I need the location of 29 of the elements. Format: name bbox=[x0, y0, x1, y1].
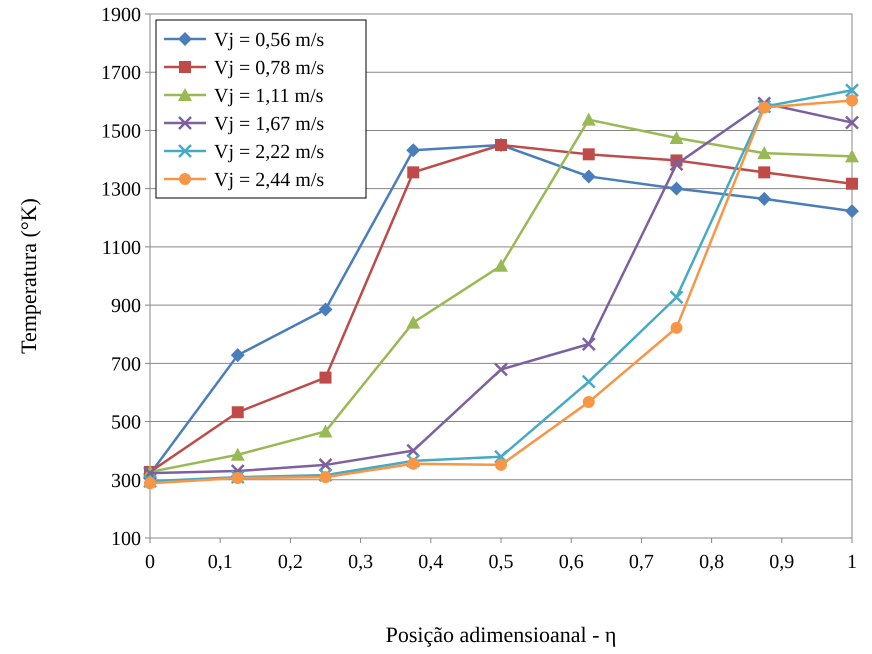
y-tick-label: 1900 bbox=[101, 4, 141, 26]
y-tick-label: 300 bbox=[111, 470, 141, 492]
legend-label: Vj = 0,78 m/s bbox=[214, 57, 324, 79]
y-tick-label: 700 bbox=[111, 353, 141, 376]
y-tick-label: 1700 bbox=[101, 62, 141, 84]
y-tick-label: 500 bbox=[111, 412, 141, 434]
x-tick-label: 1 bbox=[847, 551, 857, 573]
y-tick-label: 1500 bbox=[101, 120, 141, 142]
x-tick-label: 0,3 bbox=[348, 551, 374, 573]
x-tick-label: 0,5 bbox=[488, 551, 514, 573]
x-tick-label: 0,9 bbox=[769, 551, 794, 573]
x-axis-title: Posição adimensioanal - η bbox=[386, 622, 616, 647]
y-tick-label: 1100 bbox=[102, 236, 141, 259]
x-tick-label: 0,4 bbox=[418, 551, 444, 573]
x-tick-label: 0,8 bbox=[699, 551, 724, 573]
x-tick-label: 0,7 bbox=[628, 551, 654, 573]
y-axis-title: Temperatura (°K) bbox=[16, 198, 41, 354]
legend-label: Vj = 1,11 m/s bbox=[214, 85, 324, 107]
legend-label: Vj = 2,22 m/s bbox=[214, 141, 324, 163]
legend-label: Vj = 0,56 m/s bbox=[214, 29, 324, 51]
y-tick-label: 1300 bbox=[101, 178, 141, 201]
legend-label: Vj = 1,67 m/s bbox=[214, 113, 324, 135]
y-tick-label: 900 bbox=[111, 295, 141, 318]
x-tick-label: 0,2 bbox=[278, 551, 303, 573]
legend-label: Vj = 2,44 m/s bbox=[214, 169, 324, 191]
x-tick-label: 0,6 bbox=[558, 551, 584, 573]
x-tick-label: 0,1 bbox=[208, 551, 233, 573]
x-tick-label: 0 bbox=[145, 551, 155, 573]
y-tick-label: 100 bbox=[111, 528, 141, 550]
